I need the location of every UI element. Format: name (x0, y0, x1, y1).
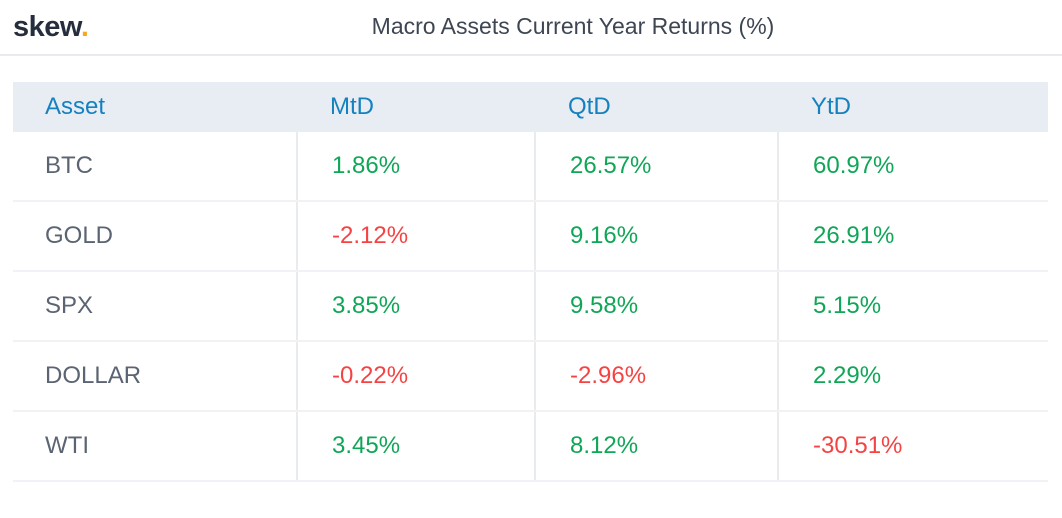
brand-logo: skew. (0, 10, 89, 43)
table-row-spx: SPX 3.85% 9.58% 5.15% (13, 272, 1048, 342)
column-header-qtd: QtD (568, 93, 611, 120)
asset-name: GOLD (45, 222, 114, 249)
top-bar: skew. Macro Assets Current Year Returns … (0, 0, 1062, 56)
column-header-mtd: MtD (330, 93, 374, 120)
qtd-value: 9.58% (534, 272, 777, 340)
column-header-ytd: YtD (811, 93, 852, 120)
asset-name: BTC (45, 152, 93, 179)
mtd-value: 3.45% (296, 412, 534, 480)
table-row-btc: BTC 1.86% 26.57% 60.97% (13, 132, 1048, 202)
ytd-value: 5.15% (777, 272, 1048, 340)
mtd-value: -2.12% (296, 202, 534, 270)
ytd-value: -30.51% (777, 412, 1048, 480)
mtd-value: -0.22% (296, 342, 534, 410)
table-row-wti: WTI 3.45% 8.12% -30.51% (13, 412, 1048, 482)
column-header-asset: Asset (45, 93, 106, 120)
mtd-value: 1.86% (296, 132, 534, 200)
ytd-value: 2.29% (777, 342, 1048, 410)
qtd-value: -2.96% (534, 342, 777, 410)
asset-name: SPX (45, 292, 94, 319)
page-title: Macro Assets Current Year Returns (%) (371, 13, 775, 39)
asset-name: DOLLAR (45, 362, 142, 389)
asset-name: WTI (45, 432, 89, 459)
table-row-gold: GOLD -2.12% 9.16% 26.91% (13, 202, 1048, 272)
ytd-value: 60.97% (777, 132, 1048, 200)
mtd-value: 3.85% (296, 272, 534, 340)
table-row-dollar: DOLLAR -0.22% -2.96% 2.29% (13, 342, 1048, 412)
brand-name: skew (13, 10, 81, 43)
qtd-value: 8.12% (534, 412, 777, 480)
table-header-row: Asset MtD QtD YtD (13, 82, 1048, 132)
ytd-value: 26.91% (777, 202, 1048, 270)
brand-dot: . (80, 10, 89, 43)
returns-table: Asset MtD QtD YtD BTC 1.86% 26.57% 60.97% GOLD -… (13, 82, 1048, 482)
qtd-value: 9.16% (534, 202, 777, 270)
qtd-value: 26.57% (534, 132, 777, 200)
table-body: BTC 1.86% 26.57% 60.97% GOLD -2.12% 9.16% 26.91… (13, 132, 1048, 482)
